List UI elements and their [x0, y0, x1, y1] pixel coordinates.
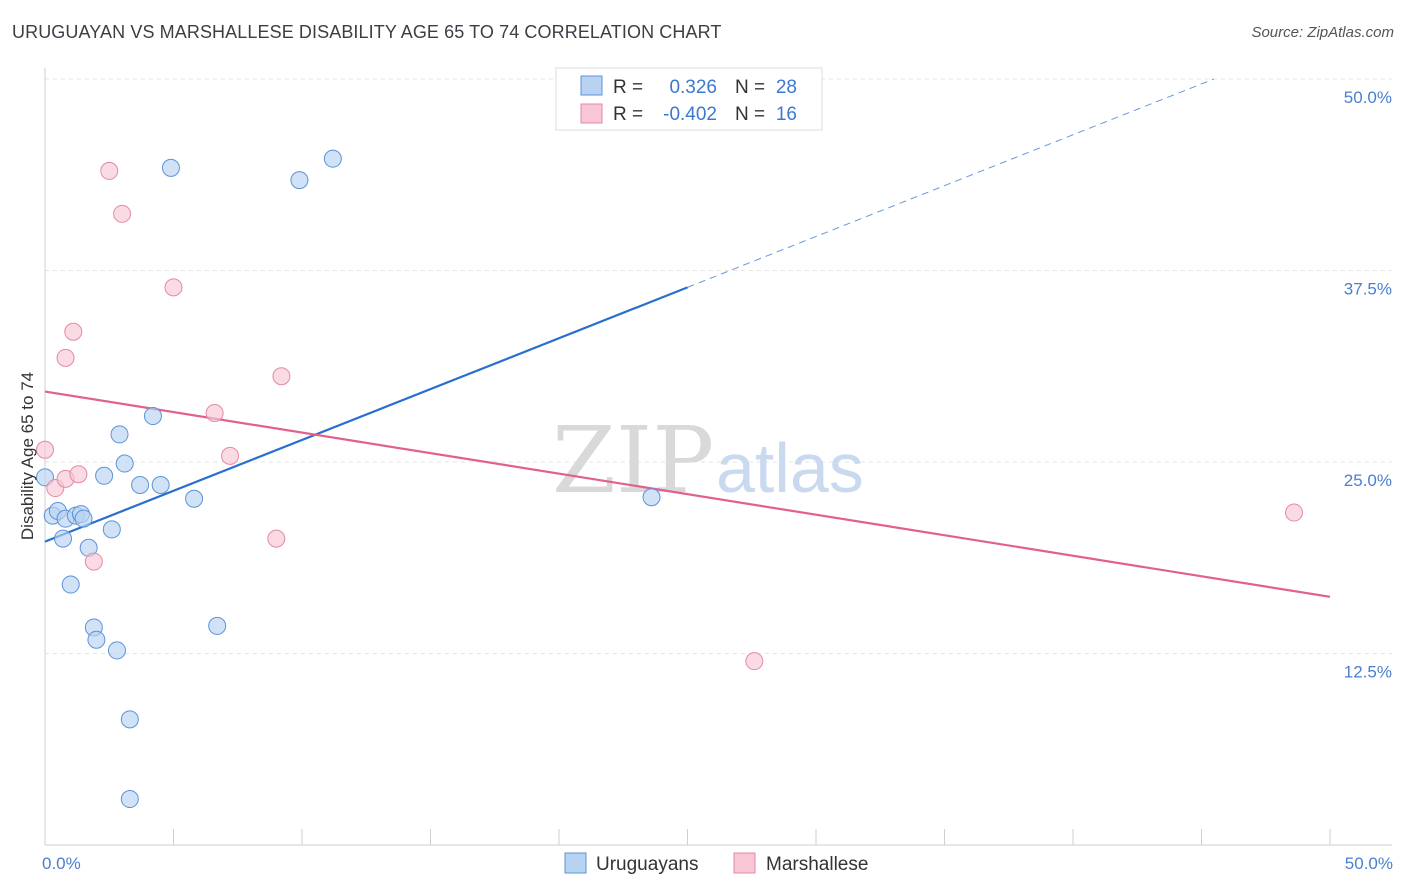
marshallese-point [164, 278, 183, 297]
stats-legend: R = 0.326 N = 28 R = -0.402 N = 16 [555, 67, 823, 131]
stats-swatch-marshallese [580, 103, 603, 124]
source-label: Source: ZipAtlas.com [1251, 24, 1394, 41]
stats-n-value-marshallese: 16 [776, 104, 797, 125]
stats-r-value-marshallese: -0.402 [663, 104, 717, 125]
watermark-zip: ZIP [552, 407, 714, 514]
trend-line-uruguayans-extension [687, 78, 1215, 288]
chart-title: URUGUAYAN VS MARSHALLESE DISABILITY AGE … [12, 22, 722, 42]
y-tick-label: 12.5% [1344, 663, 1392, 682]
stats-n-label-uruguayans: N = [735, 77, 765, 98]
watermark-atlas: atlas [716, 429, 864, 507]
axis-layer: 12.5% 25.0% 37.5% 50.0% 0.0% 50.0% [42, 68, 1393, 873]
marshallese-point [221, 446, 240, 465]
stats-r-value-uruguayans: 0.326 [669, 77, 717, 98]
marshallese-point [56, 348, 75, 367]
watermark: ZIP atlas [552, 407, 864, 514]
y-tick-label: 50.0% [1344, 88, 1392, 107]
legend-label-marshallese: Marshallese [766, 854, 868, 875]
uruguayan-point [642, 488, 661, 507]
marshallese-point [267, 529, 286, 548]
stats-swatch-uruguayans [580, 75, 603, 96]
y-tick-label: 37.5% [1344, 280, 1392, 299]
uruguayan-point [53, 529, 72, 548]
trend-line-marshallese [44, 390, 1331, 598]
legend-label-uruguayans: Uruguayans [596, 854, 698, 875]
uruguayan-point [61, 575, 80, 594]
uruguayan-point [74, 509, 93, 528]
trend-layer [44, 78, 1331, 598]
uruguayan-point [102, 520, 121, 539]
legend-swatch-marshallese [733, 852, 756, 874]
stats-r-label-marshallese: R = [613, 104, 643, 125]
marshallese-point [36, 440, 54, 459]
uruguayan-point [143, 407, 162, 426]
marshallese-point [69, 465, 88, 484]
uruguayan-point [208, 616, 227, 635]
x-tick-label: 50.0% [1345, 854, 1393, 873]
marshallese-point [272, 367, 291, 386]
stats-n-label-marshallese: N = [735, 104, 765, 125]
bottom-legend: Uruguayans Marshallese [564, 852, 868, 875]
uruguayan-point [290, 171, 309, 190]
marshallese-point [205, 403, 224, 422]
uruguayan-point [107, 641, 126, 660]
uruguayan-point [151, 475, 170, 494]
uruguayan-point [131, 475, 150, 494]
uruguayan-point [110, 425, 129, 444]
stats-r-label-uruguayans: R = [613, 77, 643, 98]
grid-layer [45, 78, 1392, 654]
stats-n-value-uruguayans: 28 [776, 77, 797, 98]
uruguayan-point [161, 158, 180, 177]
marshallese-point [100, 161, 119, 180]
marshallese-point [84, 552, 103, 571]
y-tick-label: 25.0% [1344, 471, 1392, 490]
uruguayan-point [185, 489, 204, 508]
x-tick-label: 0.0% [42, 854, 81, 873]
marshallese-point [745, 652, 764, 671]
uruguayan-point [120, 710, 139, 729]
marshallese-point [1285, 503, 1304, 522]
uruguayan-point [323, 149, 342, 168]
marshallese-point [113, 204, 132, 223]
legend-swatch-uruguayans [564, 852, 587, 874]
y-axis-label: Disability Age 65 to 74 [18, 372, 37, 540]
points-layer [36, 149, 1304, 809]
trend-line-uruguayans [44, 286, 688, 543]
marshallese-point [64, 322, 83, 341]
uruguayan-point [95, 466, 114, 485]
uruguayan-point [120, 790, 139, 809]
uruguayan-point [115, 454, 134, 473]
uruguayan-point [87, 630, 106, 649]
